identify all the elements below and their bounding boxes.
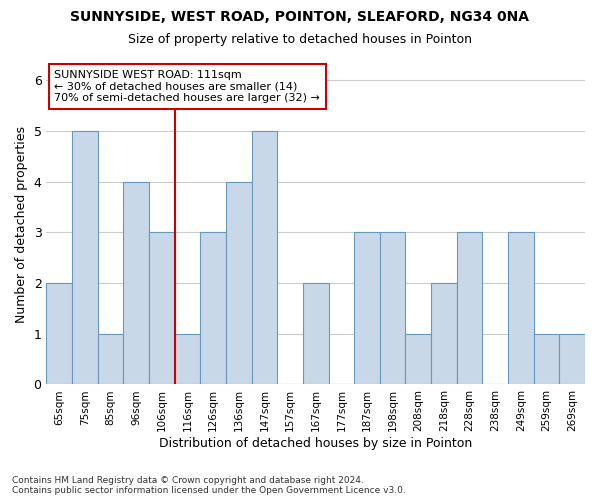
Text: SUNNYSIDE, WEST ROAD, POINTON, SLEAFORD, NG34 0NA: SUNNYSIDE, WEST ROAD, POINTON, SLEAFORD,… — [71, 10, 530, 24]
Bar — [380, 232, 406, 384]
Bar — [251, 131, 277, 384]
Bar — [406, 334, 431, 384]
Bar — [149, 232, 175, 384]
Bar — [354, 232, 380, 384]
Bar — [303, 283, 329, 384]
Bar — [175, 334, 200, 384]
Bar — [534, 334, 559, 384]
Bar — [431, 283, 457, 384]
Text: SUNNYSIDE WEST ROAD: 111sqm
← 30% of detached houses are smaller (14)
70% of sem: SUNNYSIDE WEST ROAD: 111sqm ← 30% of det… — [55, 70, 320, 103]
Bar — [46, 283, 72, 384]
Bar — [559, 334, 585, 384]
Bar — [200, 232, 226, 384]
Bar — [457, 232, 482, 384]
Y-axis label: Number of detached properties: Number of detached properties — [15, 126, 28, 323]
Bar — [72, 131, 98, 384]
Bar — [508, 232, 534, 384]
X-axis label: Distribution of detached houses by size in Pointon: Distribution of detached houses by size … — [159, 437, 472, 450]
Bar — [98, 334, 124, 384]
Text: Size of property relative to detached houses in Pointon: Size of property relative to detached ho… — [128, 32, 472, 46]
Text: Contains HM Land Registry data © Crown copyright and database right 2024.
Contai: Contains HM Land Registry data © Crown c… — [12, 476, 406, 495]
Bar — [124, 182, 149, 384]
Bar — [226, 182, 251, 384]
